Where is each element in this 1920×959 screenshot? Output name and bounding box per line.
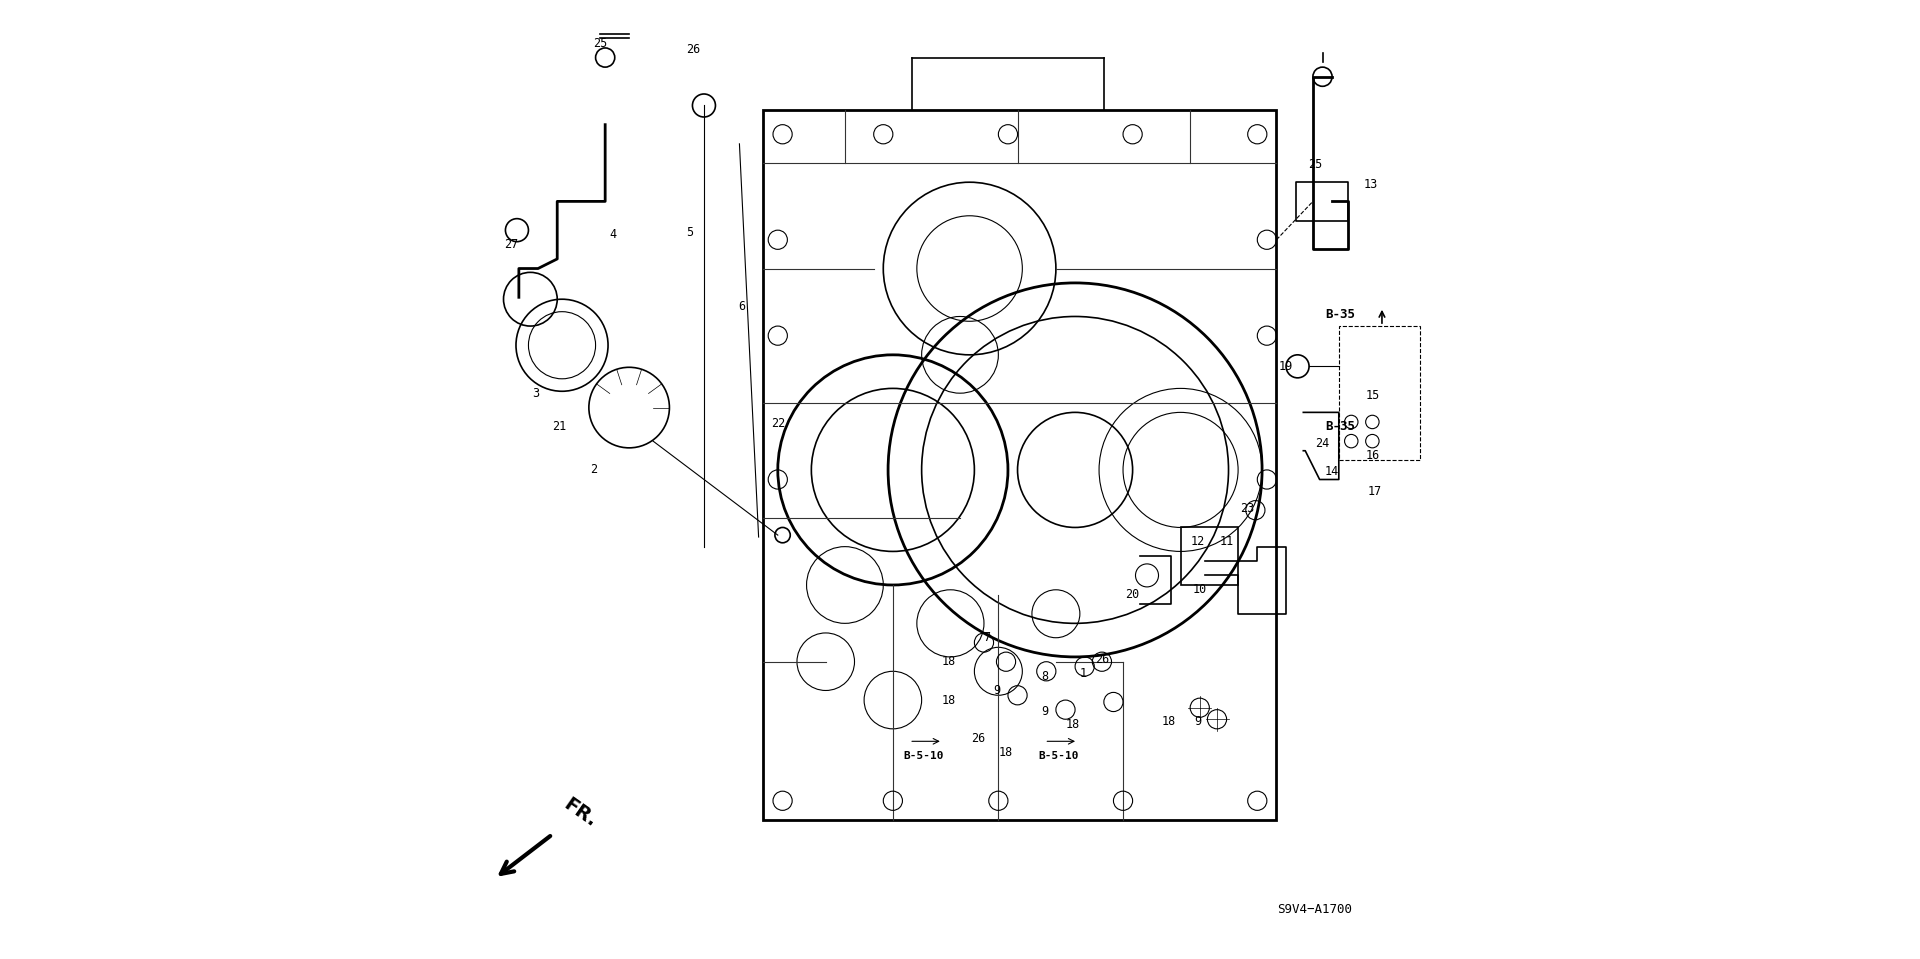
- Text: 20: 20: [1125, 588, 1140, 601]
- Text: 24: 24: [1315, 436, 1331, 450]
- Text: 9: 9: [1041, 705, 1048, 718]
- Text: B-35: B-35: [1325, 420, 1356, 433]
- Text: 15: 15: [1365, 388, 1379, 402]
- Text: B-5-10: B-5-10: [1039, 751, 1079, 760]
- Text: 3: 3: [532, 386, 540, 400]
- Text: 12: 12: [1190, 535, 1206, 549]
- Text: 18: 18: [941, 655, 956, 668]
- Text: 22: 22: [770, 417, 785, 431]
- Text: 25: 25: [1308, 158, 1323, 172]
- Text: 19: 19: [1279, 360, 1294, 373]
- Text: 21: 21: [553, 420, 566, 433]
- Text: 4: 4: [609, 228, 616, 242]
- Text: 11: 11: [1219, 535, 1235, 549]
- Text: 18: 18: [941, 693, 956, 707]
- Text: 2: 2: [589, 463, 597, 477]
- Text: FR.: FR.: [561, 794, 601, 830]
- Text: 13: 13: [1363, 177, 1377, 191]
- Text: 9: 9: [993, 684, 1000, 697]
- Text: 23: 23: [1240, 502, 1256, 515]
- Text: 9: 9: [1194, 714, 1202, 728]
- Text: 14: 14: [1325, 465, 1340, 479]
- Text: 5: 5: [685, 225, 693, 239]
- Text: 16: 16: [1365, 449, 1379, 462]
- Text: 1: 1: [1079, 667, 1087, 680]
- Text: 26: 26: [1094, 653, 1110, 667]
- Text: 18: 18: [998, 746, 1014, 760]
- Text: 27: 27: [505, 238, 518, 251]
- Text: 26: 26: [685, 43, 701, 57]
- Text: 10: 10: [1192, 583, 1208, 596]
- Text: 8: 8: [1041, 669, 1048, 683]
- Text: 17: 17: [1369, 484, 1382, 498]
- Text: 18: 18: [1066, 717, 1081, 731]
- Text: S9V4−A1700: S9V4−A1700: [1277, 902, 1352, 916]
- Text: 18: 18: [1162, 714, 1177, 728]
- Text: 25: 25: [593, 36, 607, 50]
- Text: B-5-10: B-5-10: [902, 751, 945, 760]
- Text: 6: 6: [737, 300, 745, 314]
- Text: 26: 26: [972, 732, 985, 745]
- Text: 7: 7: [983, 631, 991, 644]
- Text: B-35: B-35: [1325, 308, 1356, 321]
